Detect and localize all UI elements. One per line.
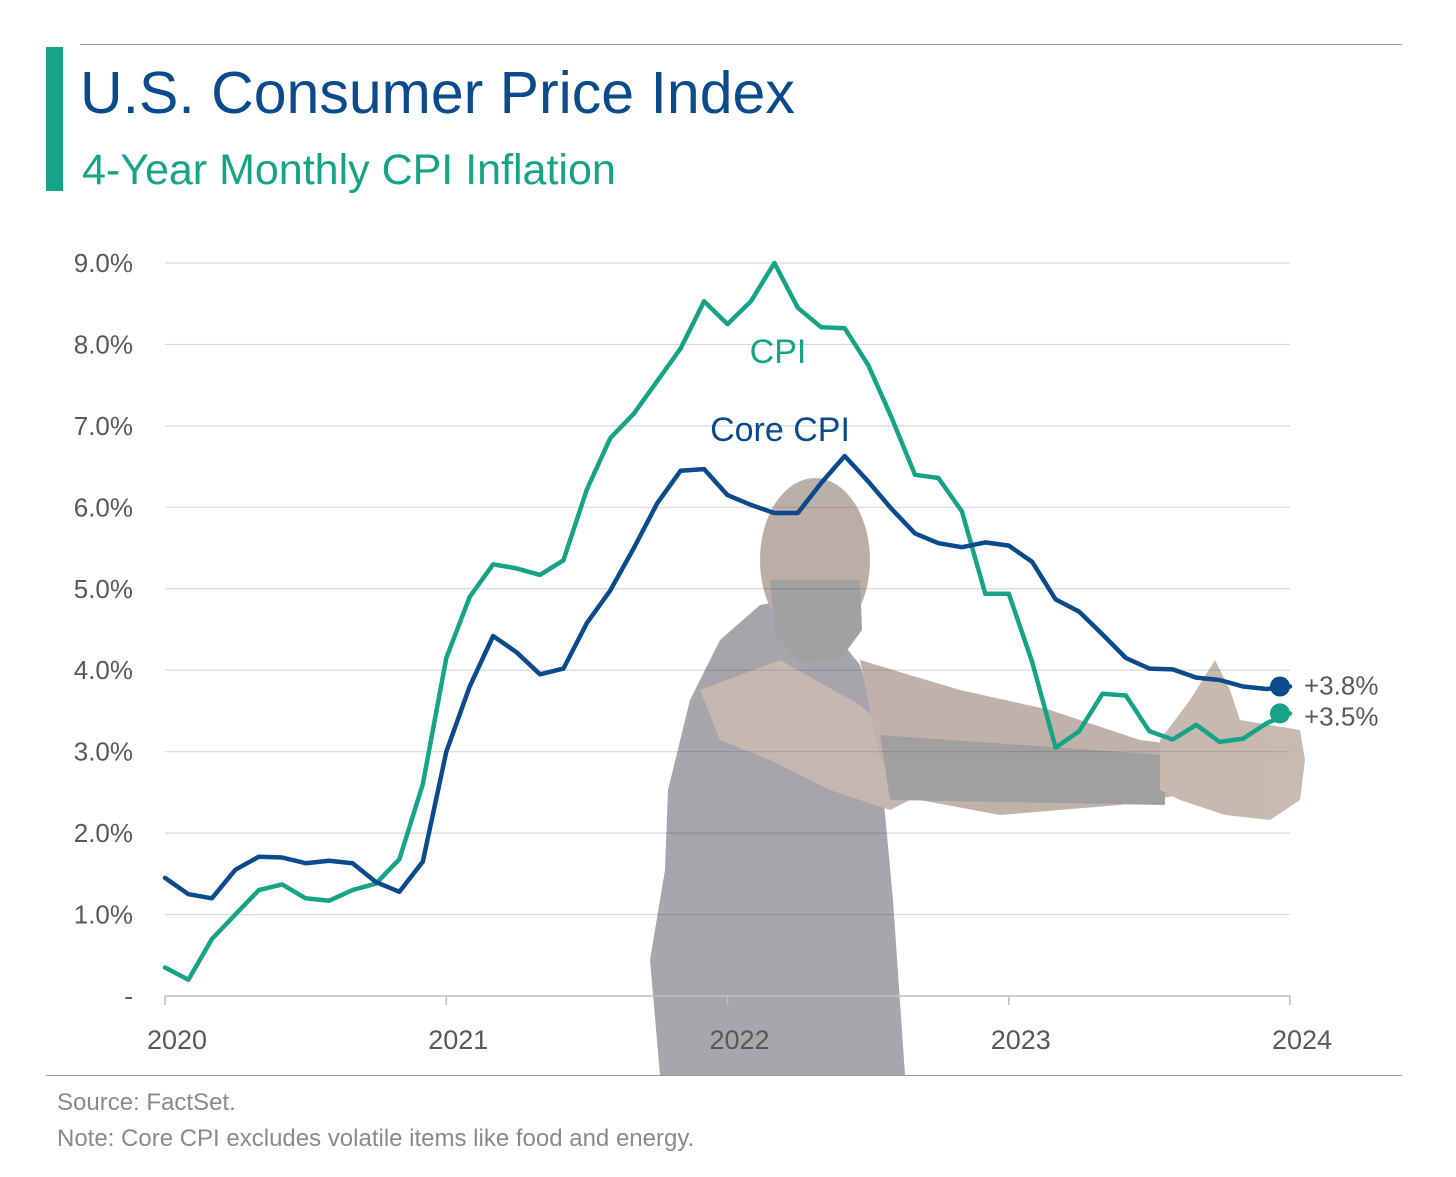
end-point-marker: [1270, 703, 1290, 724]
y-tick-label: 5.0%: [74, 574, 133, 604]
series-line-core-cpi: [162, 453, 1293, 901]
x-tick-label: 2022: [709, 1025, 769, 1055]
end-markers: +3.5%+3.8%: [1270, 671, 1378, 731]
y-axis-labels: - 1.0% 2.0% 3.0% 4.0% 5.0% 6.0% 7.0% 8.0% 9.0%: [74, 248, 133, 1011]
y-tick-label: 7.0%: [74, 411, 133, 441]
series-labels: CPI Core CPI: [710, 333, 850, 449]
photo-torso: [650, 600, 905, 1075]
gridlines: [165, 262, 1290, 916]
photo-right-arm: [860, 660, 1180, 815]
series-line-cpi: [162, 260, 1293, 982]
y-tick-label: 2.0%: [74, 818, 133, 848]
top-rule: [80, 44, 1402, 45]
footnote: Note: Core CPI excludes volatile items l…: [57, 1125, 695, 1152]
y-tick-label: 9.0%: [74, 248, 133, 278]
y-tick-label: 1.0%: [74, 900, 133, 930]
y-tick-label: -: [124, 981, 133, 1011]
series-lines: [162, 260, 1293, 982]
bottom-rule: [46, 1075, 1402, 1076]
photo-left-arm: [700, 660, 930, 810]
x-tick-label: 2020: [147, 1025, 207, 1055]
y-tick-label: 6.0%: [74, 492, 133, 522]
end-value-label: +3.5%: [1304, 701, 1378, 731]
photo-beard: [770, 580, 862, 662]
chart-subtitle: 4-Year Monthly CPI Inflation: [82, 146, 616, 194]
y-tick-label: 4.0%: [74, 655, 133, 685]
end-point-marker: [1270, 676, 1290, 697]
title-accent-bar: [46, 47, 63, 191]
series-label: CPI: [750, 333, 807, 371]
y-tick-label: 3.0%: [74, 737, 133, 767]
x-axis: 2020 2021 2022 2023 2024: [147, 995, 1332, 1055]
x-tick-label: 2024: [1272, 1025, 1332, 1055]
x-tick-label: 2023: [991, 1025, 1051, 1055]
series-label: Core CPI: [710, 411, 850, 449]
x-tick-label: 2021: [428, 1025, 488, 1055]
photo-head: [760, 478, 870, 642]
photo-sleeve: [880, 735, 1165, 805]
y-tick-label: 8.0%: [74, 329, 133, 359]
chart-title: U.S. Consumer Price Index: [80, 60, 795, 126]
end-value-label: +3.8%: [1304, 671, 1378, 701]
source-note: Source: FactSet.: [57, 1089, 236, 1116]
